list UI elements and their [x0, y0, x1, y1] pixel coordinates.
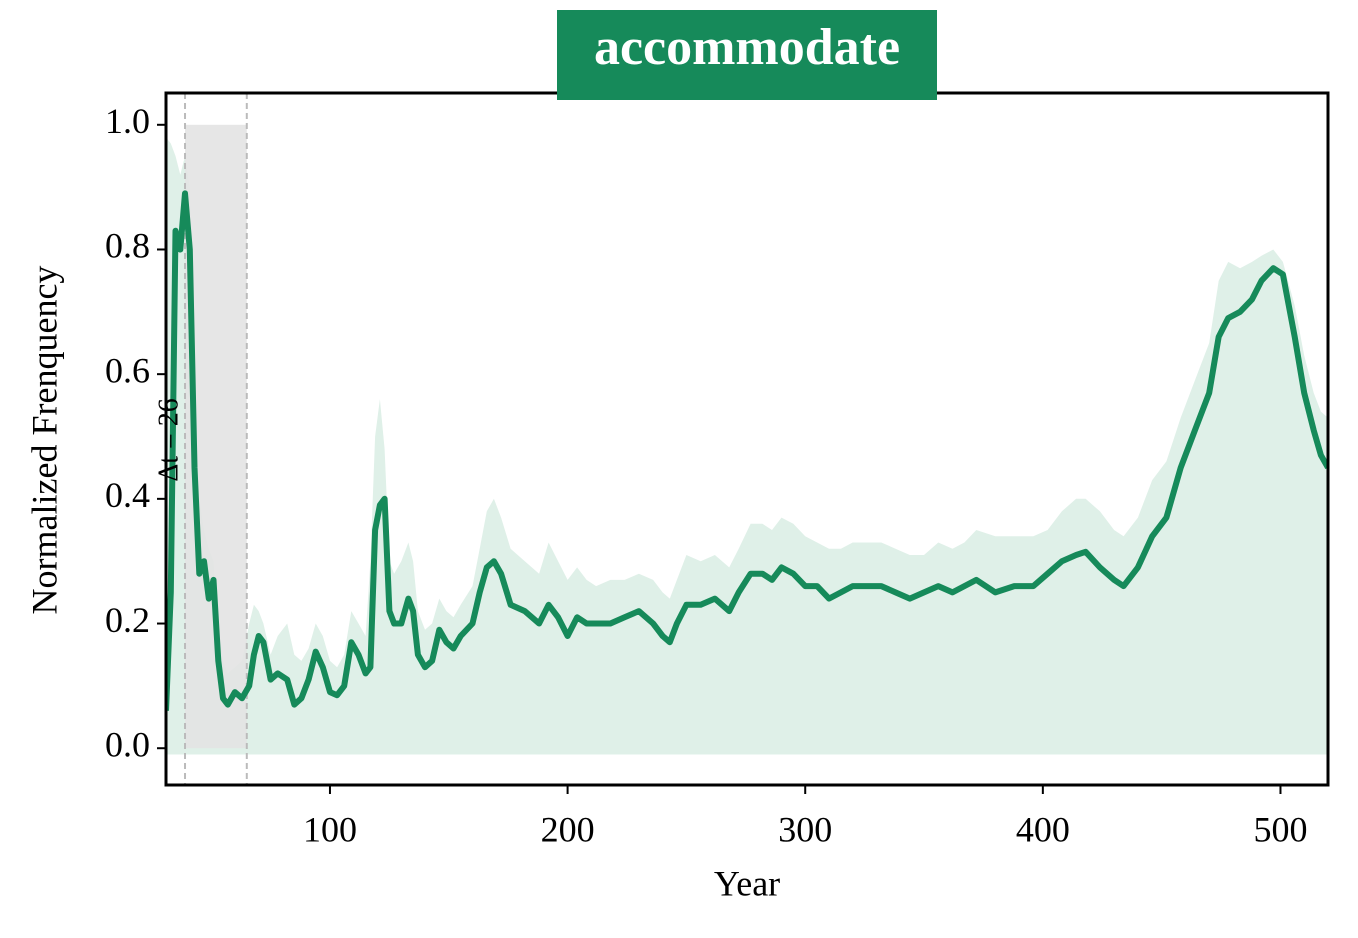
x-tick-label: 100 — [303, 809, 357, 849]
x-tick-label: 500 — [1253, 809, 1307, 849]
y-tick-label: 0.6 — [105, 350, 150, 390]
x-tick-label: 200 — [541, 809, 595, 849]
x-axis-label: Year — [714, 863, 780, 903]
y-tick-label: 0.0 — [105, 724, 150, 764]
x-tick-label: 400 — [1016, 809, 1070, 849]
y-tick-label: 0.4 — [105, 475, 150, 515]
title-box — [557, 10, 937, 100]
y-tick-label: 1.0 — [105, 101, 150, 141]
annotation: Δt = 26 — [153, 398, 184, 482]
chart-title: accommodate — [594, 19, 900, 76]
y-tick-label: 0.2 — [105, 600, 150, 640]
y-axis-label: Normalized Frenquency — [24, 266, 64, 615]
band — [166, 137, 1328, 755]
plot-area — [166, 93, 1328, 785]
y-tick-label: 0.8 — [105, 226, 150, 266]
line — [166, 190, 1328, 711]
x-tick-label: 300 — [778, 809, 832, 849]
